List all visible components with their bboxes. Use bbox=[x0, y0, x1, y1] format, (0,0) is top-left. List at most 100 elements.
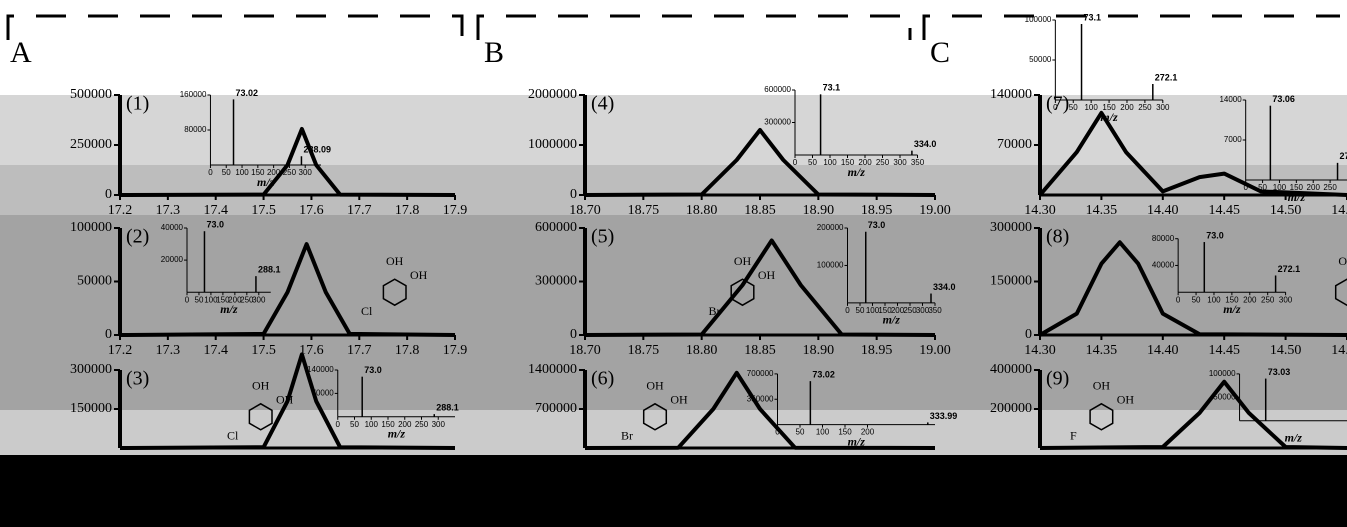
y-tick-label: 500000 bbox=[70, 87, 112, 102]
x-tick-label: 17.4 bbox=[203, 203, 228, 218]
x-tick-label: 18.75 bbox=[628, 203, 660, 218]
y-tick-label: 100000 bbox=[70, 220, 112, 235]
atom-label: Br bbox=[709, 304, 721, 318]
atom-label: Cl bbox=[361, 304, 373, 318]
x-tick-label: 18.95 bbox=[861, 203, 893, 218]
trace bbox=[584, 128, 936, 197]
inset-x-tick-label: 250 bbox=[283, 168, 297, 177]
x-tick-label: 18.80 bbox=[686, 203, 718, 218]
atom-label: OH bbox=[670, 393, 688, 407]
atom-label: OH bbox=[1338, 254, 1347, 268]
inset-x-tick-label: 150 bbox=[1290, 183, 1304, 192]
x-tick-label: 18.80 bbox=[686, 343, 718, 358]
inset-x-tick-label: 50 bbox=[195, 295, 204, 304]
plot-label: (6) bbox=[591, 368, 614, 390]
inset-x-label: m/z bbox=[1288, 190, 1306, 204]
y-tick-label: 140000 bbox=[990, 87, 1032, 102]
inset-x-tick-label: 150 bbox=[1102, 103, 1116, 112]
y-tick-label: 0 bbox=[570, 327, 577, 342]
plot-label: (9) bbox=[1046, 368, 1069, 390]
x-tick-label: 17.7 bbox=[347, 203, 372, 218]
dashed-frames bbox=[6, 14, 1340, 40]
ms-peak-label: 272.0 bbox=[1340, 151, 1347, 161]
inset-x-tick-label: 50 bbox=[1258, 183, 1267, 192]
inset-x-tick-label: 100 bbox=[204, 295, 218, 304]
inset-x-tick-label: 50 bbox=[1069, 103, 1078, 112]
y-tick-label: 300000 bbox=[535, 274, 577, 289]
y-tick-label: 1400000 bbox=[528, 362, 577, 377]
inset-x-tick-label: 300 bbox=[252, 295, 266, 304]
trace bbox=[1039, 379, 1347, 450]
ms-peak-label: 272.1 bbox=[1278, 264, 1301, 274]
inset-x-tick-label: 100 bbox=[1084, 103, 1098, 112]
ms-peak-label: 73.03 bbox=[1268, 367, 1291, 377]
plot-label: (7) bbox=[1046, 93, 1069, 115]
x-tick-label: 14.55 bbox=[1331, 343, 1347, 358]
atom-label: OH bbox=[386, 254, 404, 268]
inset-x-tick-label: 150 bbox=[841, 158, 855, 167]
inset-x-tick-label: 0 bbox=[793, 158, 798, 167]
plot-label: (4) bbox=[591, 93, 614, 115]
trace bbox=[119, 127, 456, 197]
inset-x-tick-label: 200 bbox=[891, 306, 905, 315]
inset-y-tick-label: 40000 bbox=[161, 223, 184, 232]
ms-peak-label: 288.09 bbox=[303, 145, 331, 155]
inset-y-tick-label: 100000 bbox=[817, 261, 844, 270]
x-tick-label: 18.70 bbox=[569, 203, 601, 218]
inset-y-tick-label: 160000 bbox=[180, 90, 207, 99]
inset-x-tick-label: 50 bbox=[1192, 295, 1201, 304]
trace bbox=[1038, 110, 1347, 197]
x-tick-label: 17.9 bbox=[443, 203, 468, 218]
inset-x-tick-label: 250 bbox=[1138, 103, 1152, 112]
y-tick-label: 150000 bbox=[70, 401, 112, 416]
inset-x-label: m/z bbox=[848, 434, 866, 448]
plot-label: (8) bbox=[1046, 226, 1069, 248]
y-tick-label: 250000 bbox=[70, 137, 112, 152]
x-tick-label: 17.8 bbox=[395, 343, 420, 358]
inset-x-tick-label: 300 bbox=[1156, 103, 1170, 112]
y-tick-label: 70000 bbox=[997, 137, 1032, 152]
y-tick-label: 200000 bbox=[990, 401, 1032, 416]
inset-x-tick-label: 350 bbox=[928, 306, 942, 315]
inset-x-label: m/z bbox=[1100, 110, 1118, 124]
plot-label: (5) bbox=[591, 226, 614, 248]
inset-x-tick-label: 0 bbox=[845, 306, 850, 315]
inset-x-tick-label: 250 bbox=[1323, 183, 1337, 192]
ms-peak-label: 272.1 bbox=[1155, 72, 1178, 82]
inset-x-tick-label: 250 bbox=[876, 158, 890, 167]
inset-x-tick-label: 200 bbox=[1307, 183, 1321, 192]
inset-x-label: m/z bbox=[883, 313, 901, 327]
y-tick-label: 300000 bbox=[70, 362, 112, 377]
ms-peak-label: 73.0 bbox=[206, 220, 224, 230]
inset-y-tick-label: 80000 bbox=[1152, 234, 1175, 243]
inset-x-tick-label: 250 bbox=[240, 295, 254, 304]
plot-label: (1) bbox=[126, 93, 149, 115]
y-tick-label: 0 bbox=[570, 187, 577, 202]
inset-x-tick-label: 50 bbox=[808, 158, 817, 167]
inset-x-tick-label: 150 bbox=[838, 428, 852, 437]
y-tick-label: 0 bbox=[105, 187, 112, 202]
inset-x-tick-label: 300 bbox=[299, 168, 313, 177]
x-tick-label: 17.2 bbox=[108, 343, 133, 358]
ms-peak-label: 288.1 bbox=[436, 403, 459, 413]
inset-y-tick-label: 700000 bbox=[747, 369, 774, 378]
x-tick-label: 19.00 bbox=[919, 343, 951, 358]
x-tick-label: 17.5 bbox=[251, 203, 276, 218]
ms-peak-label: 288.1 bbox=[258, 265, 281, 275]
inset-x-tick-label: 200 bbox=[1243, 295, 1257, 304]
inset-y-tick-label: 350000 bbox=[747, 394, 774, 403]
band bbox=[0, 95, 1347, 165]
x-tick-label: 18.85 bbox=[744, 203, 776, 218]
inset-y-tick-label: 50000 bbox=[1029, 55, 1052, 64]
x-tick-label: 14.40 bbox=[1147, 343, 1179, 358]
inset-y-tick-label: 140000 bbox=[307, 365, 334, 374]
inset-x-tick-label: 150 bbox=[878, 306, 892, 315]
x-tick-label: 17.2 bbox=[108, 203, 133, 218]
inset-x-tick-label: 0 bbox=[336, 420, 341, 429]
inset-y-tick-label: 70000 bbox=[312, 389, 335, 398]
inset-y-tick-label: 20000 bbox=[161, 255, 184, 264]
x-tick-label: 14.30 bbox=[1024, 203, 1056, 218]
trace bbox=[119, 242, 456, 337]
ms-peak-label: 73.06 bbox=[1272, 94, 1295, 104]
x-tick-label: 14.35 bbox=[1086, 203, 1118, 218]
